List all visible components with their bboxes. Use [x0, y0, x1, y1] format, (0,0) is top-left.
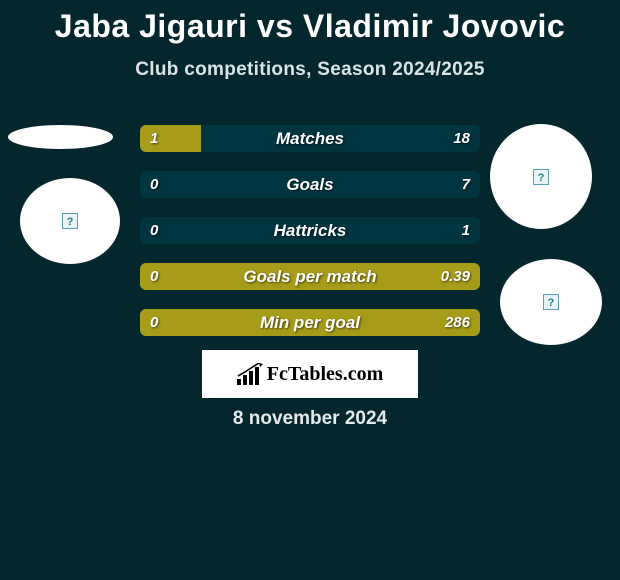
stat-label: Matches — [140, 125, 480, 152]
svg-text:?: ? — [67, 216, 74, 228]
stat-row: 00.39Goals per match — [140, 263, 480, 290]
stats-container: 118Matches 07Goals 01Hattricks 00.39Goals p… — [140, 125, 480, 355]
image-placeholder-icon: ? — [533, 169, 549, 185]
image-placeholder-icon: ? — [62, 213, 78, 229]
stat-row: 01Hattricks — [140, 217, 480, 244]
stat-label: Min per goal — [140, 309, 480, 336]
brand-text: FcTables.com — [267, 363, 383, 386]
page-title: Jaba Jigauri vs Vladimir Jovovic — [0, 0, 620, 45]
stat-row: 07Goals — [140, 171, 480, 198]
stat-row: 118Matches — [140, 125, 480, 152]
svg-text:?: ? — [548, 297, 555, 309]
brand-badge: FcTables.com — [202, 350, 418, 398]
image-placeholder-icon: ? — [543, 294, 559, 310]
page-subtitle: Club competitions, Season 2024/2025 — [0, 59, 620, 81]
player-left-avatar: ? — [20, 178, 120, 264]
stat-label: Hattricks — [140, 217, 480, 244]
brand-chart-icon — [237, 363, 263, 385]
stat-row: 0286Min per goal — [140, 309, 480, 336]
date-text: 8 november 2024 — [0, 408, 620, 430]
svg-text:?: ? — [538, 172, 545, 184]
stat-label: Goals — [140, 171, 480, 198]
player-right-avatar-2: ? — [500, 259, 602, 345]
player-right-avatar-1: ? — [490, 124, 592, 229]
stat-label: Goals per match — [140, 263, 480, 290]
decor-ellipse — [8, 125, 113, 149]
